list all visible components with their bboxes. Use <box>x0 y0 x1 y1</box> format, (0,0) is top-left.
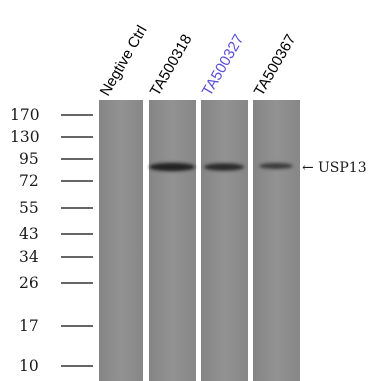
mw-markers: 170 130 95 72 55 43 34 26 17 10 <box>10 106 93 375</box>
lane-2-membrane <box>149 100 196 381</box>
mw-label-43: 43 <box>19 225 39 243</box>
bands <box>149 162 293 172</box>
mw-label-10: 10 <box>19 357 39 375</box>
band-lane-3 <box>204 163 244 171</box>
lane-label-negative-ctrl: Negtive Ctrl <box>97 23 151 99</box>
mw-label-17: 17 <box>19 317 39 335</box>
mw-label-95: 95 <box>19 150 39 168</box>
band-lane-4 <box>259 163 293 169</box>
target-arrow-icon: ← <box>302 160 314 176</box>
mw-label-26: 26 <box>19 274 39 292</box>
lane-1-membrane <box>99 100 143 381</box>
band-lane-2 <box>149 162 195 172</box>
lane-label-ta500318: TA500318 <box>147 32 196 99</box>
mw-label-55: 55 <box>19 199 39 217</box>
lane-3-membrane <box>201 100 248 381</box>
lane-label-ta500327: TA500327 <box>199 32 248 99</box>
mw-label-130: 130 <box>10 128 40 146</box>
lane-labels: Negtive Ctrl TA500318 TA500327 TA500367 <box>97 23 300 99</box>
target-label-usp13: USP13 <box>318 160 367 176</box>
lane-label-ta500367: TA500367 <box>251 32 300 99</box>
mw-label-34: 34 <box>19 248 39 266</box>
mw-label-72: 72 <box>19 172 39 190</box>
lane-4-membrane <box>253 100 300 381</box>
target-annotation: ← USP13 <box>302 160 367 176</box>
membrane <box>99 100 300 381</box>
mw-label-170: 170 <box>10 106 40 124</box>
